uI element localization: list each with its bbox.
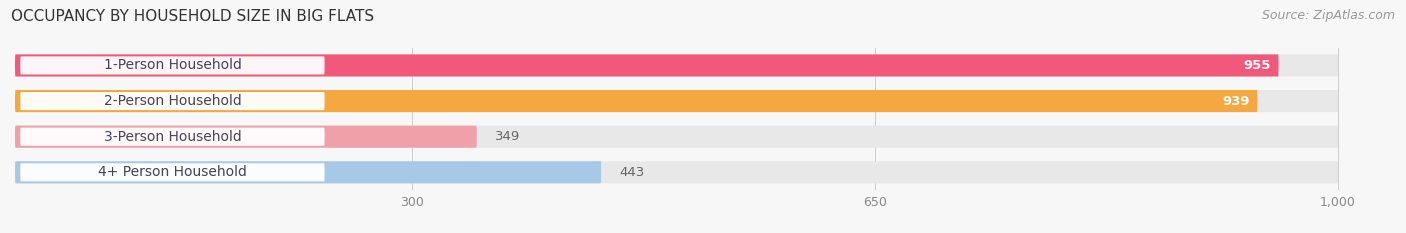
FancyBboxPatch shape [20, 56, 325, 75]
FancyBboxPatch shape [15, 54, 1339, 76]
FancyBboxPatch shape [15, 161, 602, 183]
FancyBboxPatch shape [20, 128, 325, 146]
Text: OCCUPANCY BY HOUSEHOLD SIZE IN BIG FLATS: OCCUPANCY BY HOUSEHOLD SIZE IN BIG FLATS [11, 9, 374, 24]
FancyBboxPatch shape [20, 92, 325, 110]
Text: 1-Person Household: 1-Person Household [104, 58, 242, 72]
Text: 3-Person Household: 3-Person Household [104, 130, 242, 144]
FancyBboxPatch shape [15, 54, 1278, 76]
FancyBboxPatch shape [15, 90, 1257, 112]
Text: 349: 349 [495, 130, 520, 143]
Text: 939: 939 [1222, 95, 1250, 108]
FancyBboxPatch shape [15, 126, 477, 148]
FancyBboxPatch shape [15, 126, 1339, 148]
FancyBboxPatch shape [15, 90, 1339, 112]
Text: 955: 955 [1243, 59, 1271, 72]
FancyBboxPatch shape [15, 161, 1339, 183]
FancyBboxPatch shape [20, 163, 325, 181]
Text: 443: 443 [620, 166, 645, 179]
Text: 2-Person Household: 2-Person Household [104, 94, 242, 108]
Text: 4+ Person Household: 4+ Person Household [98, 165, 247, 179]
Text: Source: ZipAtlas.com: Source: ZipAtlas.com [1261, 9, 1395, 22]
